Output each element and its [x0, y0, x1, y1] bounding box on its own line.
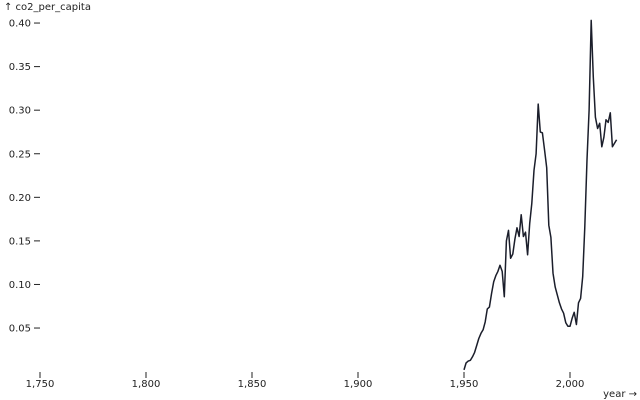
y-tick-label: 0.35	[9, 62, 31, 73]
y-axis-label: ↑ co2_per_capita	[4, 2, 91, 13]
y-tick-label: 0.10	[9, 280, 31, 291]
x-axis: 1,750 1,800 1,850 1,900 1,950 2,000	[26, 372, 585, 390]
x-tick-label: 2,000	[556, 379, 585, 390]
y-tick-label: 0.15	[9, 236, 31, 247]
x-axis-label: year →	[603, 389, 637, 400]
y-tick-label: 0.05	[9, 324, 31, 335]
y-tick-label: 0.30	[9, 106, 31, 117]
y-axis: 0.05 0.10 0.15 0.20 0.25 0.30 0.35 0.40	[9, 19, 40, 335]
y-tick-label: 0.25	[9, 149, 31, 160]
x-tick-label: 1,850	[238, 379, 267, 390]
y-tick-label: 0.40	[9, 19, 31, 30]
x-tick-label: 1,800	[132, 379, 161, 390]
x-tick-label: 1,750	[26, 379, 55, 390]
y-tick-label: 0.20	[9, 193, 31, 204]
x-tick-label: 1,900	[344, 379, 373, 390]
series-line	[463, 19, 618, 371]
x-tick-label: 1,950	[450, 379, 479, 390]
